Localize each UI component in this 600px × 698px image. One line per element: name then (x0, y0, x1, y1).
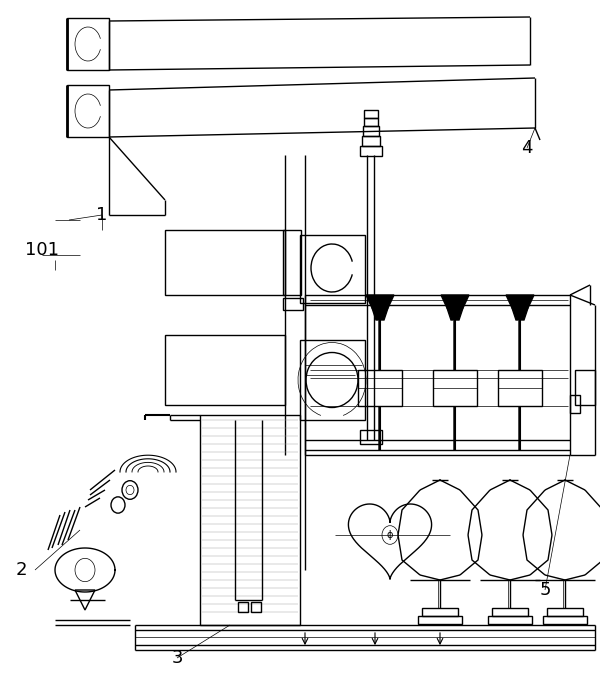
Bar (488, 616, 532, 624)
Bar (575, 370, 595, 405)
Text: ϕ: ϕ (387, 530, 393, 540)
Bar (570, 395, 580, 413)
Bar (283, 298, 303, 310)
Text: 4: 4 (521, 139, 533, 157)
Bar (422, 608, 458, 616)
Polygon shape (372, 308, 388, 320)
Bar (363, 126, 379, 136)
Bar (300, 235, 365, 303)
Polygon shape (447, 308, 463, 320)
Bar (238, 602, 248, 612)
Bar (362, 136, 380, 146)
Polygon shape (506, 295, 534, 308)
Text: 5: 5 (539, 581, 551, 599)
Bar (498, 370, 542, 406)
Bar (283, 230, 301, 295)
Bar (364, 110, 378, 118)
Polygon shape (512, 308, 528, 320)
Bar (547, 608, 583, 616)
Bar (358, 370, 402, 406)
Polygon shape (441, 295, 469, 308)
Bar (165, 335, 285, 405)
Bar (67, 85, 109, 137)
Bar (165, 230, 285, 295)
Bar (543, 616, 587, 624)
Text: 1: 1 (97, 206, 107, 224)
Bar (360, 146, 382, 156)
Bar (200, 415, 300, 625)
Polygon shape (366, 295, 394, 308)
Bar (433, 370, 477, 406)
Bar (300, 340, 365, 420)
Bar (364, 118, 378, 126)
Text: 2: 2 (15, 561, 27, 579)
Bar (251, 602, 261, 612)
Text: 101: 101 (25, 241, 59, 259)
Bar (492, 608, 528, 616)
Bar (418, 616, 462, 624)
Bar (67, 18, 109, 70)
Bar (360, 430, 382, 444)
Text: 3: 3 (171, 649, 183, 667)
